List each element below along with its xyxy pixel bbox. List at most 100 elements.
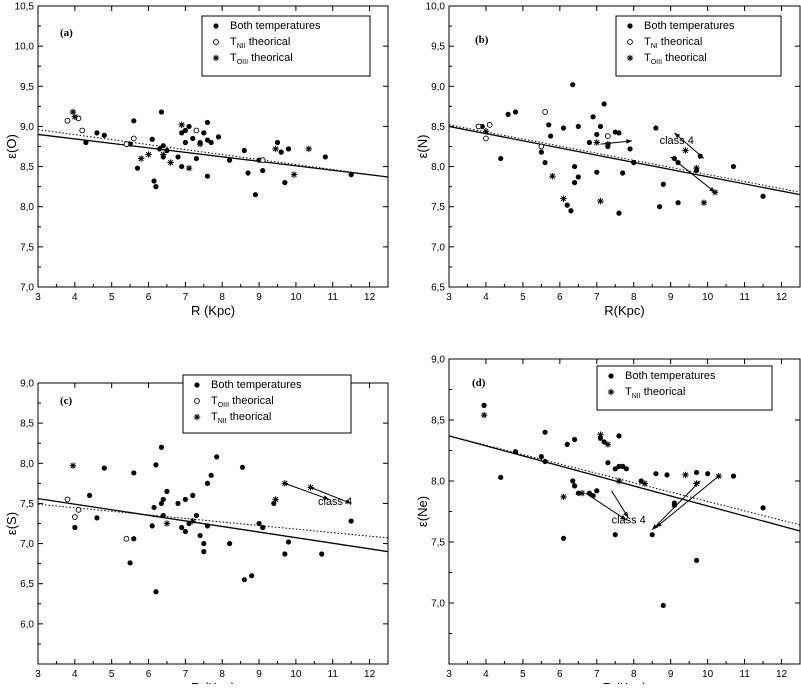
data-point (657, 204, 663, 210)
data-point (153, 462, 159, 468)
fit-line-dotted (37, 129, 389, 178)
legend-label: TNII theorical (230, 36, 290, 50)
data-point (64, 496, 71, 503)
data-point (179, 524, 185, 531)
y-tick-label: 9,0 (431, 82, 445, 93)
y-tick-label: 7,0 (20, 283, 34, 294)
data-point (101, 465, 107, 471)
data-point (549, 173, 556, 180)
annotation-arrowhead (626, 139, 632, 144)
data-point (178, 121, 185, 129)
x-tick-label: 9 (668, 669, 674, 680)
x-tick-label: 10 (702, 669, 714, 680)
data-point (572, 483, 578, 489)
data-point (204, 137, 211, 143)
panel-label: (a) (60, 27, 73, 39)
data-point (71, 113, 79, 120)
x-tick-label: 7 (594, 669, 600, 680)
data-point (130, 135, 137, 142)
data-point (215, 134, 222, 140)
data-point (208, 472, 214, 478)
data-point (604, 441, 612, 448)
data-point (151, 504, 157, 511)
data-point (149, 523, 155, 529)
y-tick-label: 9,0 (20, 122, 34, 133)
data-point (483, 135, 489, 142)
legend-label: TNII theorical (211, 411, 271, 425)
y-tick-label: 7,5 (431, 202, 445, 213)
series-both-temperatures (481, 402, 766, 609)
x-tick-label: 6 (146, 669, 152, 680)
panel-label: (b) (475, 34, 489, 46)
data-point (542, 458, 548, 465)
data-point (590, 114, 596, 120)
y-tick-label: 7,5 (20, 499, 34, 510)
data-point (542, 429, 548, 435)
annotation-label: class 4 (612, 515, 646, 527)
legend: Both temperatures TNI theorical TOIII theo… (615, 15, 782, 77)
data-point (538, 143, 545, 150)
data-point (730, 163, 737, 170)
data-point (131, 470, 137, 476)
data-point (153, 184, 159, 190)
data-point (560, 195, 567, 202)
y-tick-label: 8,0 (20, 202, 34, 213)
data-point (290, 171, 298, 178)
x-tick-label: 7 (594, 292, 600, 303)
data-point (570, 478, 576, 484)
data-point (204, 119, 211, 126)
data-point (653, 125, 659, 131)
data-point (597, 435, 604, 441)
x-tick-label: 5 (520, 292, 526, 303)
y-tick-label: 9,5 (431, 42, 445, 53)
legend-label: Both temperatures (644, 20, 735, 32)
legend-label: TOIII theorical (230, 52, 293, 66)
data-point (700, 199, 708, 206)
chart-panel-c: 3 4 5 6 7 8 9 10 11 12 6,0 6,5 7,0 7,5 8,0 8,5 9,0 R (Kpc… (4, 374, 389, 689)
x-tick-label: 11 (328, 292, 339, 303)
y-tick-label: 6,5 (431, 283, 445, 294)
annotation-arrowhead (323, 495, 330, 500)
data-point (546, 122, 552, 128)
data-point (627, 146, 633, 152)
data-point (204, 523, 211, 529)
x-tick-label: 3 (35, 669, 41, 680)
annotation-arrow (310, 486, 352, 504)
data-point (560, 125, 567, 131)
data-point (660, 602, 666, 609)
y-axis-label: ε(N) (415, 135, 430, 159)
data-point (134, 165, 141, 171)
x-tick-label: 8 (631, 292, 637, 303)
annotation-arrowhead (655, 522, 662, 528)
data-point (131, 536, 137, 542)
data-point (594, 131, 600, 138)
data-point (101, 132, 107, 138)
data-point (480, 411, 488, 419)
legend: Both temperatures TNII theorical TOIII the… (201, 15, 371, 77)
x-tick-label: 8 (631, 669, 637, 680)
legend-marker (212, 54, 220, 62)
y-tick-label: 9,5 (20, 82, 34, 93)
legend-marker (213, 23, 219, 29)
data-point (241, 577, 247, 583)
data-point (605, 133, 611, 139)
data-point (193, 512, 200, 519)
x-tick-label: 8 (219, 669, 225, 680)
data-point (75, 507, 82, 513)
data-point (597, 431, 604, 438)
y-tick-label: 8,0 (431, 477, 445, 488)
data-point (282, 180, 288, 186)
y-tick-label: 9,0 (20, 379, 34, 390)
data-point (693, 480, 700, 487)
x-tick-label: 11 (328, 669, 339, 680)
y-tick-label: 7,0 (431, 599, 445, 610)
data-point (498, 155, 504, 162)
legend-marker (627, 39, 633, 45)
data-point (252, 192, 258, 198)
data-point (281, 480, 289, 487)
legend-box (201, 15, 371, 77)
data-point (620, 463, 626, 469)
x-tick-label: 4 (483, 292, 489, 303)
data-point (560, 493, 567, 501)
legend-box (182, 374, 352, 434)
